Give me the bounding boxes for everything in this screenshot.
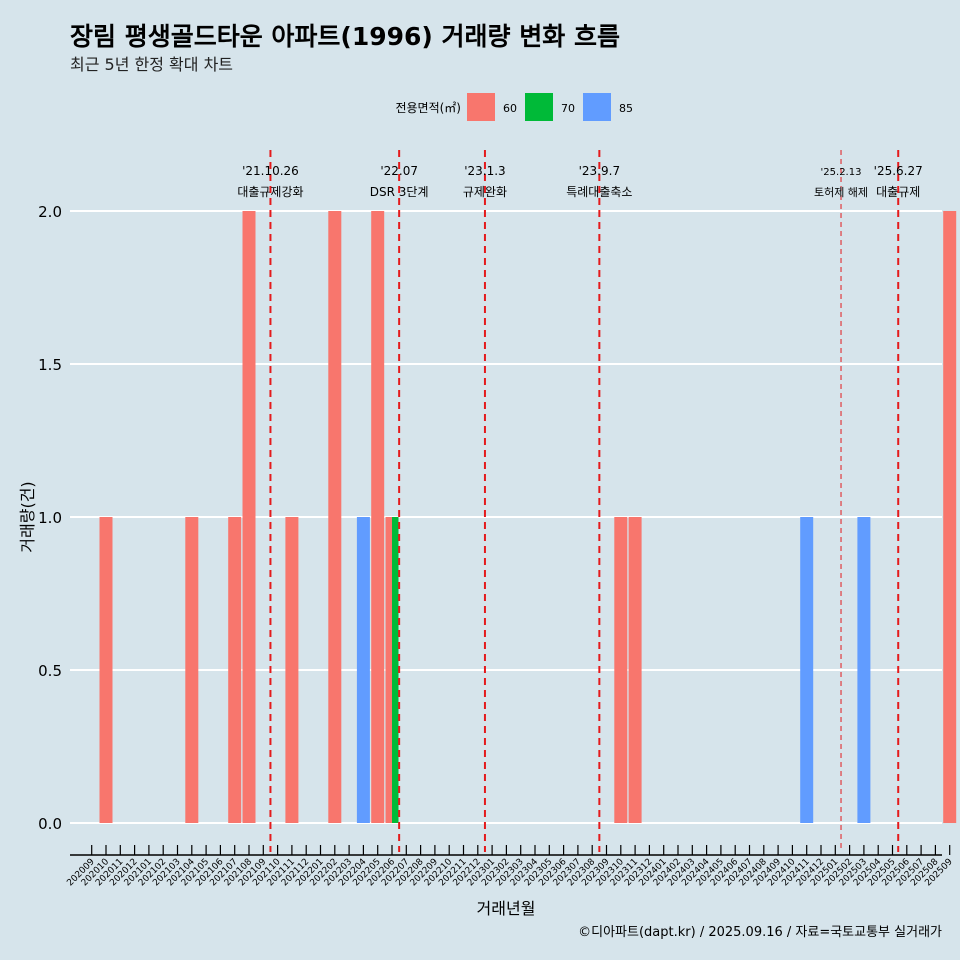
- bar-202206-70: [392, 517, 399, 823]
- caption: ©디아파트(dapt.kr) / 2025.09.16 / 자료=국토교통부 실…: [578, 925, 942, 940]
- x-axis: 2020092020102020112020122021012021022021…: [65, 845, 955, 888]
- chart-subtitle: 최근 5년 한정 확대 차트: [70, 55, 233, 74]
- legend-label-70: 70: [561, 102, 575, 115]
- policy-lines: [269, 150, 900, 852]
- legend-swatch-70: [525, 93, 553, 121]
- grid-lines: [70, 210, 942, 824]
- policy-date: '22.07: [380, 164, 418, 178]
- y-tick-label: 0.0: [38, 815, 62, 833]
- y-tick-label: 1.5: [38, 356, 62, 374]
- x-axis-label: 거래년월: [477, 899, 536, 918]
- bar-202205-60: [371, 211, 385, 823]
- bar-202411-85: [800, 517, 814, 823]
- bar-202509-60: [943, 211, 957, 823]
- chart-title: 장림 평생골드타운 아파트(1996) 거래량 변화 흐름: [70, 22, 620, 51]
- policy-label: 대출규제강화: [237, 185, 303, 199]
- bar-202503-85: [857, 517, 871, 823]
- policy-date: '25.2.13: [821, 167, 862, 178]
- bars: [99, 211, 957, 823]
- bar-202111-60: [285, 517, 299, 823]
- policy-label: 대출규제: [876, 185, 920, 199]
- legend-title: 전용면적(㎡): [395, 101, 461, 115]
- y-tick-label: 1.0: [38, 509, 62, 527]
- policy-date: '23.9.7: [579, 164, 620, 178]
- legend-swatch-60: [467, 93, 495, 121]
- bar-202104-60: [185, 517, 199, 823]
- legend-swatch-85: [583, 93, 611, 121]
- policy-date: '25.6.27: [874, 164, 923, 178]
- y-axis-label: 거래량(건): [18, 481, 37, 552]
- bar-202310-60: [614, 517, 628, 823]
- y-axis: 0.0 0.5 1.0 1.5 2.0: [38, 203, 62, 833]
- y-tick-label: 2.0: [38, 203, 62, 221]
- legend-label-85: 85: [619, 102, 633, 115]
- y-tick-label: 0.5: [38, 662, 62, 680]
- policy-label: 특례대출축소: [566, 185, 632, 199]
- policy-annotations: '21.10.26 대출규제강화 '22.07 DSR 3단계 '23.1.3 규제완화 '…: [237, 164, 922, 199]
- bar-202010-60: [99, 517, 113, 823]
- bar-202108-60: [242, 211, 256, 823]
- policy-label: DSR 3단계: [370, 185, 429, 199]
- bar-202204-85: [356, 517, 370, 823]
- policy-label: 토허제 해제: [814, 185, 868, 199]
- policy-date: '23.1.3: [464, 164, 505, 178]
- policy-label: 규제완화: [463, 185, 507, 199]
- bar-202202-60: [328, 211, 342, 823]
- legend-label-60: 60: [503, 102, 517, 115]
- bar-202107-60: [228, 517, 242, 823]
- legend: 전용면적(㎡) 60 70 85: [395, 93, 633, 121]
- policy-date: '21.10.26: [242, 164, 299, 178]
- bar-202311-60: [628, 517, 642, 823]
- bar-202206-60: [385, 517, 392, 823]
